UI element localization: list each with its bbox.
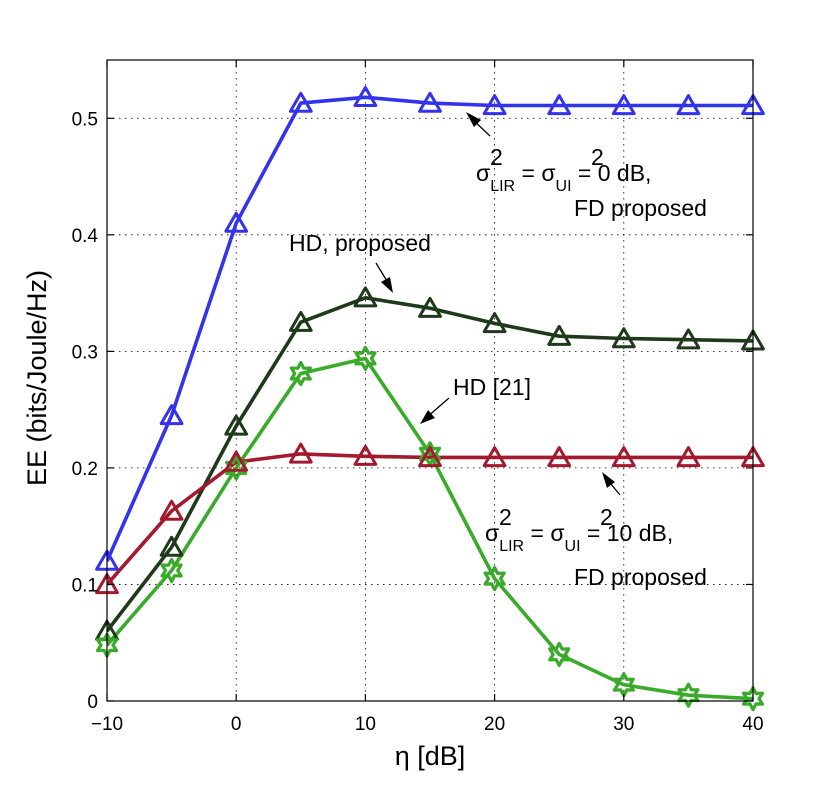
y-tick-label: 0 (87, 692, 98, 713)
series-point-1 (353, 286, 378, 308)
y-tick-label: 0.2 (72, 459, 98, 480)
series-point-1 (482, 312, 507, 334)
grid-lines (107, 60, 753, 701)
y-tick-label: 0.1 (72, 575, 98, 596)
x-tick-label: 30 (613, 714, 634, 735)
series-point-1 (676, 328, 701, 350)
series-point-3 (482, 446, 507, 468)
annotation-fd-0db-line2: FD proposed (574, 195, 707, 221)
series-point-3 (353, 444, 378, 466)
arrow-fd-10db (602, 472, 615, 488)
x-tick-label: 40 (742, 714, 763, 735)
series-point-1 (224, 414, 249, 436)
annotation-hd-proposed-text: HD, proposed (289, 230, 431, 256)
series-point-3 (547, 446, 572, 468)
series-point-1 (288, 310, 313, 332)
series-point-2 (289, 360, 312, 387)
y-tick-label: 0.3 (72, 342, 98, 363)
series-point-3 (418, 446, 442, 468)
annotation-hd-proposed: HD, proposed (289, 230, 431, 293)
series-point-0 (547, 94, 572, 116)
annotation-fd-10db-line1: σLIR = σUI = 10 dB, (485, 520, 673, 555)
series-point-2 (741, 686, 765, 712)
y-tick-label: 0.4 (72, 226, 99, 247)
series-point-0 (418, 91, 442, 113)
series-point-3 (676, 446, 701, 468)
series-point-3 (224, 450, 249, 472)
series-point-1 (611, 327, 636, 349)
arrow-hd-proposed (381, 277, 393, 293)
y-axis-label: EE (bits/Joule/Hz) (22, 270, 52, 486)
series-point-0 (611, 94, 636, 116)
x-axis-label: η [dB] (395, 741, 466, 771)
series-point-0 (482, 94, 507, 116)
annotation-fd-10db-line2: FD proposed (574, 564, 707, 590)
series-point-2 (483, 565, 506, 592)
series-lines (107, 95, 753, 701)
arrow-hd-21 (420, 410, 435, 424)
series-point-3 (288, 442, 313, 464)
axis-ticks (106, 60, 754, 702)
x-tick-label: −10 (91, 714, 123, 735)
series-point-0 (353, 86, 378, 107)
series-point-0 (224, 211, 249, 233)
annotation-fd-0db: σLIR = σUI = 0 dB, 2 2 FD proposed (466, 112, 707, 221)
series-point-2 (354, 345, 377, 371)
plot-frame (106, 59, 754, 702)
series-point-0 (288, 91, 313, 113)
series-point-2 (160, 557, 183, 584)
y-tick-label: 0.5 (72, 109, 98, 130)
plot-area (107, 60, 753, 701)
series-point-0 (676, 94, 701, 116)
series-point-0 (159, 404, 184, 426)
series-point-1 (418, 296, 442, 318)
series-line-3 (107, 452, 753, 586)
x-tick-label: 10 (355, 714, 376, 735)
series-line-0 (107, 95, 753, 562)
annotation-hd-21-text: HD [21] (453, 374, 531, 400)
annotation-fd-10db-sup2: 2 (600, 504, 613, 530)
annotation-fd-10db: σLIR = σUI = 10 dB, 2 2 FD proposed (485, 472, 707, 590)
series-line-1 (107, 295, 753, 633)
annotation-fd-0db-sup2: 2 (591, 144, 604, 170)
series-point-3 (611, 446, 636, 468)
series-point-1 (547, 324, 572, 346)
series-point-1 (159, 535, 184, 557)
annotation-fd-0db-line1: σLIR = σUI = 0 dB, (476, 160, 651, 195)
series-point-3 (159, 499, 184, 521)
annotation-hd-21: HD [21] (420, 374, 531, 424)
series-point-2 (677, 682, 700, 708)
annotation-fd-10db-sup1: 2 (499, 504, 512, 530)
arrow-fd-0db (466, 112, 481, 127)
series-line-2 (107, 356, 753, 701)
series-point-2 (225, 455, 248, 481)
series-point-2 (548, 641, 571, 668)
x-tick-label: 0 (231, 714, 242, 735)
x-tick-label: 20 (484, 714, 505, 735)
annotation-fd-0db-sup1: 2 (490, 144, 503, 170)
